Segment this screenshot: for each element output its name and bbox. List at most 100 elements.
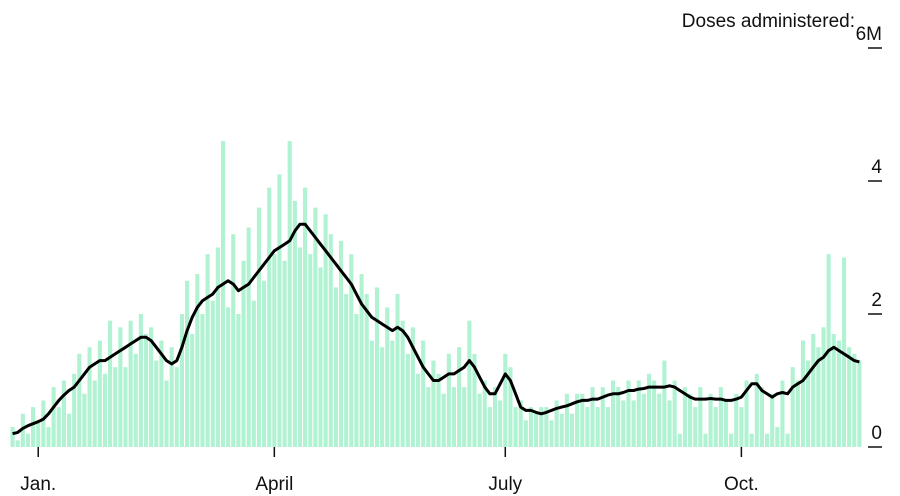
bar [723,400,729,447]
bar [344,294,349,447]
bar [770,393,775,447]
bar [508,367,513,447]
bar [662,360,667,447]
bar [436,373,441,447]
bar [693,407,698,447]
bar [764,433,770,447]
bar [205,254,210,447]
bar [600,387,605,447]
bar [426,387,431,447]
bar [682,387,687,447]
bar [795,380,800,447]
bar [487,407,492,447]
bar [282,260,287,447]
bar [780,380,785,447]
bar [133,353,138,447]
bar [262,280,267,447]
bar [498,400,503,447]
bar [97,340,102,447]
x-tick-label: Oct. [724,474,759,495]
bar [267,187,272,447]
bar [113,367,118,447]
bar [287,141,292,447]
bar [51,387,56,447]
bar [749,433,754,447]
bar [138,314,143,447]
chart-title: Doses administered: [682,11,855,32]
bar [800,340,806,447]
bar [462,387,467,447]
bar [652,380,657,447]
bar [349,254,354,447]
bar [641,393,646,447]
bar [559,413,564,447]
bar [256,207,261,447]
bar [92,380,97,447]
bar [338,240,344,447]
bar [806,360,811,447]
y-tick-label: 2 [871,290,882,311]
bar [672,380,677,447]
bar [852,353,857,447]
y-tick-label: 4 [871,157,882,178]
bar [277,174,282,447]
bar [569,413,575,447]
bar [77,353,82,447]
x-tick-label: April [255,474,293,495]
bar [36,420,41,447]
bar [390,340,395,447]
bar [503,353,508,447]
bar [220,141,226,447]
bar [56,407,61,447]
bar [82,393,87,447]
y-tick-label: 0 [871,423,882,444]
bar [25,433,31,447]
bar [215,247,220,447]
bar [554,400,559,447]
bar [15,440,20,447]
bar [472,353,477,447]
bar [811,333,816,447]
bar [575,393,580,447]
bar [159,340,164,447]
bar [318,267,323,447]
bar [385,307,390,447]
bar [41,400,46,447]
bar [272,254,277,447]
bar [759,387,764,447]
bar [154,360,159,447]
bar [831,333,836,447]
bar [657,393,662,447]
bar [179,314,184,447]
bar [241,260,246,447]
bar [400,320,405,447]
bar [102,373,108,447]
x-tick-label: Jan. [20,474,56,495]
bar [118,327,123,447]
bar [190,333,195,447]
bar [108,320,113,447]
bar [431,360,436,447]
bar [836,340,841,447]
bar [236,314,241,447]
bar [246,227,251,447]
bar [446,353,451,447]
bar [405,353,410,447]
bar [200,314,205,447]
bar [313,207,318,447]
bar [790,367,795,447]
bar [549,420,554,447]
bar [451,387,457,447]
bar [328,234,333,447]
bar [164,380,169,447]
bar [174,367,179,447]
bar [354,314,359,447]
bar [410,327,415,447]
bar [605,407,610,447]
bar [415,373,421,447]
bar [713,407,718,447]
bar [611,380,616,447]
bar [718,387,723,447]
bar [708,393,713,447]
